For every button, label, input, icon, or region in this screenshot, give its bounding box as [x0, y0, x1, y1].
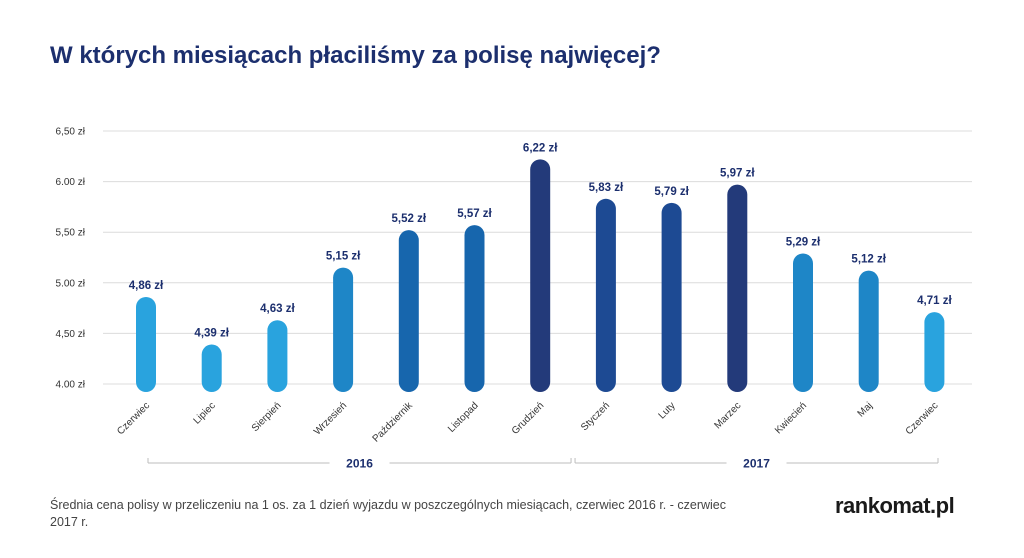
y-tick-label: 6,50 zł	[56, 127, 86, 138]
bar-value-label: 5,52 zł	[392, 213, 427, 225]
bar-value-label: 5,57 zł	[457, 208, 492, 220]
bar	[530, 159, 551, 392]
x-tick-label: Czerwiec	[904, 400, 941, 437]
bar-value-label: 5,83 zł	[589, 182, 624, 194]
x-axis-labels: Czerwiec Lipiec Sierpień Wrzesień Październi…	[115, 400, 940, 445]
bar-value-label: 4,39 zł	[194, 328, 229, 340]
x-tick-label: Styczeń	[579, 400, 612, 433]
bar	[464, 225, 485, 392]
x-tick-label: Czerwiec	[115, 400, 152, 437]
x-tick-label: Lipiec	[192, 400, 218, 426]
x-tick-label: Sierpień	[250, 400, 284, 434]
bar-value-label: 4,71 zł	[917, 295, 952, 307]
y-tick-label: 5,50 zł	[56, 228, 86, 239]
year-label: 2016	[346, 457, 373, 471]
y-tick-label: 4.00 zł	[56, 380, 86, 391]
y-tick-label: 6.00 zł	[56, 177, 86, 188]
x-tick-label: Luty	[657, 400, 678, 421]
bars	[136, 159, 945, 392]
bar-value-label: 5,29 zł	[786, 236, 821, 248]
bar-value-label: 5,79 zł	[654, 186, 689, 198]
bar	[858, 270, 879, 392]
bar	[333, 267, 354, 392]
brand-logo: rankomat.pl	[835, 493, 955, 518]
bar-value-label: 5,15 zł	[326, 251, 361, 263]
y-tick-label: 4,50 zł	[56, 329, 86, 340]
bar-value-label: 4,86 zł	[129, 280, 164, 292]
bar	[398, 230, 419, 392]
bar	[595, 198, 616, 392]
chart-title: W których miesiącach płaciliśmy za polis…	[50, 42, 661, 69]
bar	[727, 184, 748, 392]
value-labels: 4,86 zł 4,39 zł 4,63 zł 5,15 zł 5,52 zł 5,57 …	[129, 142, 953, 339]
bar	[136, 296, 156, 392]
year-label-background	[329, 455, 390, 471]
year-label: 2017	[743, 457, 770, 471]
x-tick-label: Kwiecień	[773, 400, 809, 436]
bar-value-label: 5,12 zł	[851, 254, 886, 266]
bar	[201, 344, 222, 392]
x-tick-label: Grudzień	[510, 400, 546, 436]
x-tick-label: Marzec	[712, 400, 743, 431]
bar	[924, 312, 945, 392]
y-tick-label: 5.00 zł	[56, 278, 86, 289]
year-label-background	[726, 455, 787, 471]
x-tick-label: Maj	[856, 400, 875, 419]
x-tick-label: Październik	[371, 400, 416, 445]
y-axis-ticks: 6,50 zł 6.00 zł 5,50 zł 5.00 zł 4,50 zł 4.00 …	[56, 127, 86, 391]
bar-value-label: 5,97 zł	[720, 168, 755, 180]
year-brackets: 2016 2017	[147, 455, 939, 471]
footnote: Średnia cena polisy w przeliczeniu na 1 …	[50, 498, 727, 529]
bar	[661, 202, 682, 392]
bar	[267, 320, 288, 392]
bar	[793, 253, 813, 392]
x-tick-label: Wrzesień	[312, 400, 349, 437]
x-tick-label: Listopad	[446, 400, 481, 435]
bar-value-label: 6,22 zł	[523, 142, 558, 154]
bar-chart: 6,50 zł 6.00 zł 5,50 zł 5.00 zł 4,50 zł 4.00 …	[56, 127, 972, 471]
bar-value-label: 4,63 zł	[260, 303, 295, 315]
